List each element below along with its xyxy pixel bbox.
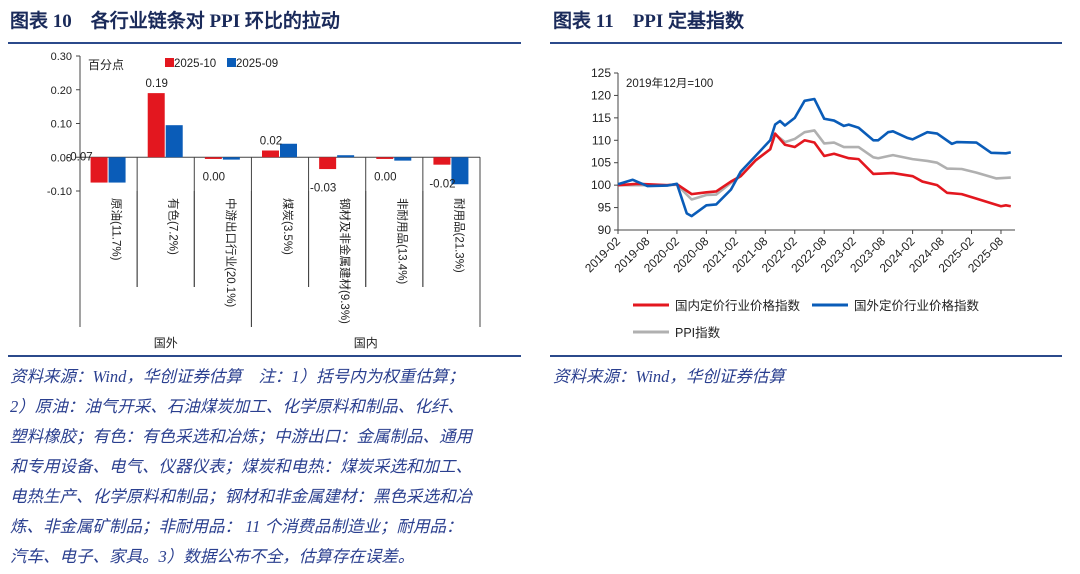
data-label: 0.00 [203, 171, 225, 183]
footnote-line: 汽车、电子、家具。3）数据公布不全，估算存在误差。 [10, 547, 415, 566]
footnote-line: 塑料橡胶；有色：有色采选和冶炼；中游出口：金属制品、通用 [10, 427, 472, 446]
y-tick-label: 0.30 [51, 51, 72, 63]
line-series-1 [617, 97, 1012, 218]
category-label: 非耐用品(13.4%) [395, 198, 408, 284]
y-tick-label: 0.20 [51, 85, 72, 97]
footnote-line: 电热生产、化学原料和制品；钢材和非金属建材：黑色采选和冶 [10, 487, 472, 506]
line-series-0 [617, 132, 1012, 208]
bar-2025-10 [433, 157, 451, 165]
unit-label: 百分点 [88, 58, 124, 72]
bar-2025-09 [222, 157, 240, 160]
bar-2025-10 [319, 157, 337, 170]
left-figure-title: 图表 10 各行业链条对 PPI 环比的拉动 [10, 11, 340, 32]
category-label: 有色(7.2%) [167, 198, 181, 255]
legend-label: 2025-09 [236, 58, 278, 70]
bar-2025-10 [262, 150, 279, 158]
data-label: 0.00 [374, 171, 396, 183]
line-series-2 [618, 129, 1011, 201]
bar-2025-10 [90, 157, 108, 183]
group-label: 国内 [354, 336, 378, 350]
category-label: 中游出口行业(20.1%) [224, 198, 238, 307]
bar-2025-09 [394, 157, 412, 161]
data-label: 0.19 [146, 78, 168, 90]
data-label: -0.02 [429, 178, 455, 190]
y-tick-label: 0.00 [51, 152, 72, 164]
legend-label: 国外定价行业价格指数 [854, 298, 980, 313]
bar-2025-09 [280, 143, 297, 158]
legend-swatch [165, 58, 174, 67]
y-tick-label: 110 [592, 133, 611, 147]
divider [8, 355, 521, 357]
y-tick-label: 0.10 [51, 119, 72, 131]
bar-2025-10 [147, 93, 165, 158]
y-tick-label: -0.10 [47, 186, 72, 198]
group-label: 国外 [154, 336, 178, 350]
footnote-line: 炼、非金属矿制品；非耐用品： 11 个消费品制造业；耐用品： [10, 517, 463, 536]
footnote-line: 和专用设备、电气、仪器仪表；煤炭和电热：煤炭采选和加工、 [10, 457, 472, 476]
bar-2025-09 [165, 125, 183, 158]
annotation: 2019年12月=100 [626, 76, 713, 90]
data-label: -0.03 [310, 182, 336, 194]
divider [8, 42, 521, 44]
legend-swatch [227, 58, 236, 67]
legend-label: 国内定价行业价格指数 [675, 298, 801, 313]
y-tick-label: 95 [598, 201, 612, 215]
y-tick-label: 115 [592, 111, 611, 125]
y-tick-label: 90 [598, 223, 612, 237]
category-label: 耐用品(21.3%) [452, 198, 465, 273]
left-footnote: 资料来源：Wind，华创证券估算 注：1）括号内为权重估算； 2）原油：油气开采、… [10, 362, 530, 572]
footnote-line: 资料来源：Wind，华创证券估算 注：1）括号内为权重估算； [10, 367, 465, 386]
divider [550, 42, 1062, 44]
right-figure-title: 图表 11 PPI 定基指数 [553, 11, 745, 32]
y-tick-label: 125 [591, 66, 611, 80]
bar-2025-09 [108, 157, 126, 183]
data-label: -0.07 [66, 151, 92, 163]
bar-2025-10 [376, 157, 394, 159]
y-tick-label: 100 [591, 178, 611, 192]
divider [550, 355, 1062, 357]
charts-canvas: 0.30 0.20 0.10 0.00 -0.10 百分点 2025-10 2025-09 -0… [47, 51, 1015, 350]
category-label: 钢材及非金属建材(9.3%) [338, 198, 352, 324]
footnote-line: 2）原油：油气开采、石油煤炭加工、化学原料和制品、化纤、 [10, 397, 464, 416]
bar-2025-10 [204, 157, 222, 159]
category-label: 原油(11.7%) [110, 198, 124, 261]
category-label: 煤炭(3.5%) [281, 198, 294, 255]
y-tick-label: 120 [591, 88, 611, 102]
legend-label: PPI指数 [675, 325, 721, 340]
legend-label: 2025-10 [174, 58, 216, 70]
bar-2025-09 [451, 157, 469, 185]
y-tick-label: 105 [591, 156, 611, 170]
data-label: 0.02 [260, 136, 282, 148]
right-source: 资料来源：Wind，华创证券估算 [553, 367, 785, 386]
bar-2025-09 [337, 155, 355, 158]
